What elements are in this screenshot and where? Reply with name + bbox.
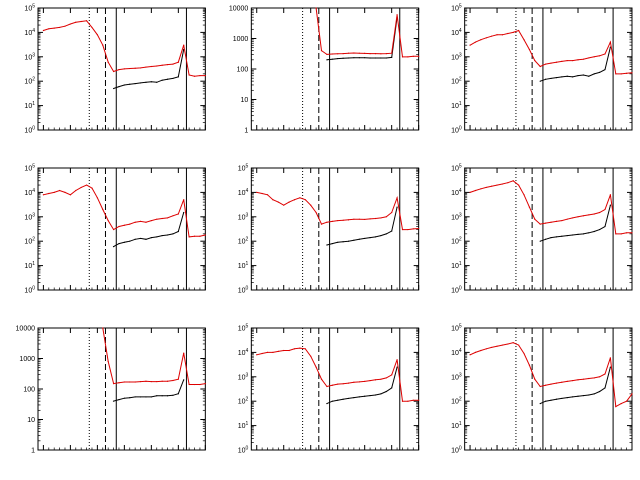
series-line-events [540, 46, 611, 82]
y-tick-label: 102 [451, 237, 462, 246]
y-tick-label: 100 [24, 286, 35, 295]
y-tick-label: 103 [238, 372, 249, 381]
series-line-lld [43, 184, 206, 238]
series-line-lld [256, 191, 419, 231]
y-tick-label: 1000 [19, 356, 35, 363]
plot-frame [37, 7, 206, 131]
detector-panel-3: 100 101 102 103 104 105 [451, 4, 633, 135]
y-tick-label: 104 [451, 28, 462, 37]
y-tick-label: 101 [451, 421, 462, 430]
detector-panel-7: 1 10 100 1000 10000 [16, 326, 206, 455]
y-tick-label: 1 [244, 128, 248, 135]
detector-panel-2: 1 10 100 1000 10000 [229, 6, 420, 135]
y-tick-label: 100 [451, 126, 462, 135]
series-line-lld [469, 29, 633, 75]
y-tick-label: 101 [24, 101, 35, 110]
series-line-events [113, 212, 185, 248]
y-tick-label: 103 [451, 372, 462, 381]
y-tick-label: 102 [451, 397, 462, 406]
y-tick-label: 10000 [16, 326, 36, 333]
y-tick-label: 103 [24, 212, 35, 221]
series-line-events [326, 17, 398, 61]
series-line-events [113, 379, 185, 402]
plot-frame [464, 167, 633, 291]
plot-frame [464, 327, 633, 451]
y-tick-label: 101 [238, 261, 249, 270]
y-tick-label: 100 [24, 126, 35, 135]
y-tick-label: 103 [238, 212, 249, 221]
detector-panel-4: 100 101 102 103 104 105 [24, 164, 206, 295]
y-tick-label: 105 [24, 164, 35, 173]
y-tick-label: 102 [451, 77, 462, 86]
y-tick-label: 104 [24, 188, 35, 197]
plot-frame [250, 327, 420, 451]
series-line-lld [256, 347, 419, 402]
y-tick-label: 102 [238, 237, 249, 246]
plot-frame [250, 7, 420, 131]
y-tick-label: 104 [238, 188, 249, 197]
series-line-events [326, 366, 398, 405]
y-tick-label: 101 [24, 261, 35, 270]
y-tick-label: 105 [451, 4, 462, 13]
detector-panel-9: 100 101 102 103 104 105 [451, 324, 633, 455]
y-tick-label: 102 [24, 77, 35, 86]
y-tick-label: 101 [451, 101, 462, 110]
detector-panel-1: 100 101 102 103 104 105 [24, 4, 206, 135]
y-tick-label: 101 [238, 421, 249, 430]
y-tick-label: 102 [238, 397, 249, 406]
y-tick-label: 104 [238, 348, 249, 357]
y-tick-label: 103 [451, 212, 462, 221]
series-line-lld [469, 342, 633, 408]
y-tick-label: 100 [237, 67, 249, 74]
detector-panel-8: 100 101 102 103 104 105 [238, 324, 420, 455]
y-tick-label: 101 [451, 261, 462, 270]
y-tick-label: 102 [24, 237, 35, 246]
detector-panel-5: 100 101 102 103 104 105 [238, 164, 420, 295]
y-tick-label: 105 [238, 164, 249, 173]
y-tick-label: 10 [241, 97, 249, 104]
y-tick-label: 105 [451, 324, 462, 333]
series-line-lld [43, 20, 206, 77]
y-tick-label: 100 [451, 286, 462, 295]
series-line-events [540, 205, 611, 242]
plot-frame [464, 7, 633, 131]
plot-frame [37, 167, 206, 291]
y-tick-label: 103 [451, 52, 462, 61]
y-tick-label: 104 [451, 348, 462, 357]
y-tick-label: 105 [238, 324, 249, 333]
y-tick-label: 10 [27, 417, 35, 424]
detector-panel-6: 100 101 102 103 104 105 [451, 164, 633, 295]
y-tick-label: 1 [31, 448, 35, 455]
series-line-lld [102, 327, 206, 385]
plot-frame [250, 167, 420, 291]
series-line-lld [469, 180, 632, 235]
y-tick-label: 104 [451, 188, 462, 197]
y-tick-label: 100 [238, 286, 249, 295]
y-tick-label: 100 [451, 446, 462, 455]
y-tick-label: 103 [24, 52, 35, 61]
y-tick-label: 1000 [233, 36, 249, 43]
y-tick-label: 105 [24, 4, 35, 13]
y-tick-label: 10000 [229, 6, 249, 13]
y-tick-label: 100 [23, 387, 35, 394]
series-line-events [539, 366, 611, 405]
y-tick-label: 100 [238, 446, 249, 455]
y-tick-label: 104 [24, 28, 35, 37]
y-tick-label: 105 [451, 164, 462, 173]
series-line-lld [315, 7, 419, 58]
series-line-events [326, 206, 398, 246]
series-line-events [113, 49, 185, 89]
